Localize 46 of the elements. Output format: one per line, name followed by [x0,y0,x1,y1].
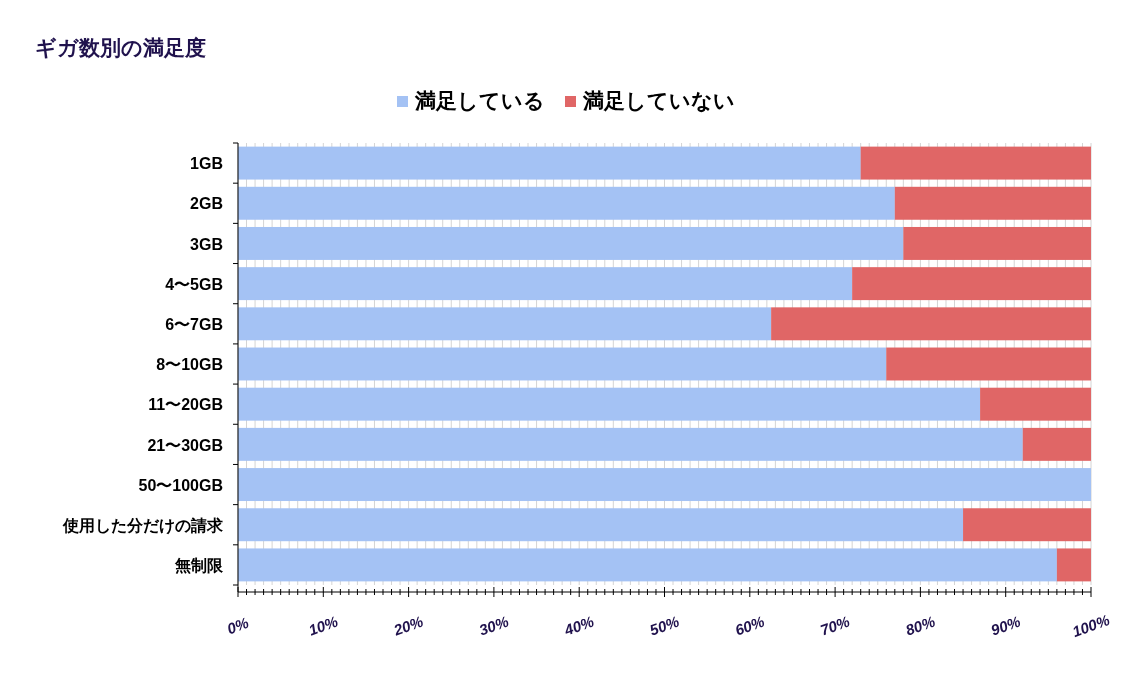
y-tick-label: 3GB [190,235,223,253]
x-tick-label: 50% [647,612,682,639]
y-tick-label: 使用した分だけの請求 [62,516,224,535]
y-tick-label: 4〜5GB [165,275,223,293]
x-tick-label: 30% [476,612,511,639]
y-tick-label: 21〜30GB [147,436,223,454]
x-tick-label: 40% [561,612,597,639]
bar [1022,427,1091,461]
x-tick-label: 100% [1069,610,1112,641]
bar [852,267,1091,301]
bar [860,146,1091,180]
bar [238,186,895,220]
y-tick-label: 6〜7GB [165,316,223,334]
bar [963,508,1091,542]
chart-title: ギガ数別の満足度 [35,36,206,59]
bar [238,267,853,301]
y-tick-label: 2GB [190,195,223,213]
x-tick-label: 70% [817,612,852,639]
bar [894,186,1091,220]
y-tick-label: 8〜10GB [156,356,223,374]
bar [1056,548,1091,582]
bar [238,508,964,542]
bar [771,307,1091,341]
bar [886,347,1091,381]
x-tick-label: 0% [224,613,251,638]
bar [238,387,981,421]
x-tick-label: 60% [732,612,767,639]
bar [238,347,887,381]
bar [238,468,1091,502]
bar [238,307,772,341]
y-tick-label: 11〜20GB [148,396,223,414]
x-tick-label: 90% [988,612,1023,639]
x-tick-label: 10% [306,612,341,639]
y-tick-label: 1GB [190,155,223,173]
legend-label: 満足している [414,89,545,112]
y-tick-label: 50〜100GB [138,476,223,494]
bar [903,226,1091,260]
bar [238,226,904,260]
bar [238,146,861,180]
x-tick-label: 80% [903,612,938,639]
x-tick-label: 20% [390,612,426,639]
y-tick-label: 無制限 [174,557,224,576]
bar [238,427,1023,461]
bar [238,548,1057,582]
bar [980,387,1091,421]
legend-label: 満足していない [582,89,735,113]
